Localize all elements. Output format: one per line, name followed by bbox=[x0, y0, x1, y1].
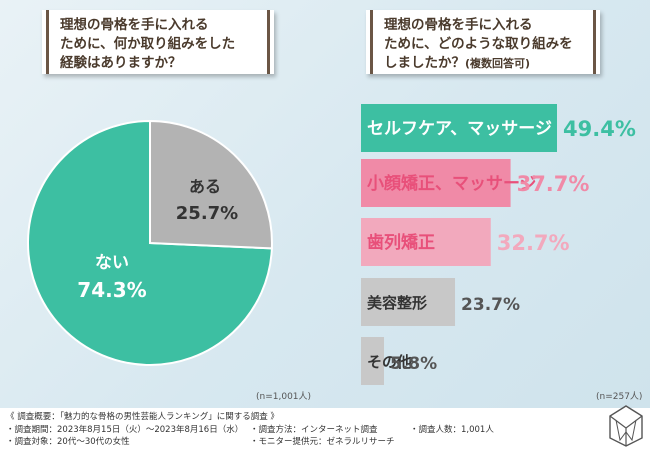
bar-3 bbox=[361, 218, 491, 266]
bar-value-2: 37.7% bbox=[517, 172, 590, 196]
bar-label-5: その他 bbox=[367, 353, 412, 371]
bar-sample-size: (n=257人) bbox=[596, 392, 643, 402]
question-left-line-3: 経験はありますか？ bbox=[60, 55, 182, 71]
pie-value-nai: 74.3% bbox=[77, 278, 146, 302]
pie-label-aru: ある bbox=[189, 177, 221, 196]
pie-value-aru: 25.7% bbox=[176, 203, 238, 224]
footer-provider: ・モニター提供元：ゼネラルリサーチ bbox=[250, 437, 395, 447]
question-right-line-3: しましたか？ bbox=[384, 55, 465, 71]
question-left-line-2: ために、何か取り組みをした bbox=[60, 36, 236, 52]
bar-2 bbox=[361, 159, 511, 207]
bar-label-2: 小顔矯正、マッサージ bbox=[367, 173, 537, 194]
bar-value-4: 23.7% bbox=[461, 295, 520, 315]
pie-chart: ない 74.3% ある 25.7% bbox=[27, 119, 273, 366]
bar-value-1: 49.4% bbox=[563, 117, 636, 141]
pie-sample-size: (n=1,001人) bbox=[256, 392, 312, 402]
question-right-line-2: ために、どのような取り組みを bbox=[384, 36, 573, 52]
bar-label-1: セルフケア、マッサージ bbox=[367, 119, 552, 139]
question-left: 理想の骨格を手に入れる ために、何か取り組みをした 経験はありますか？ bbox=[42, 10, 274, 74]
bar-1 bbox=[361, 104, 557, 152]
bar-4 bbox=[361, 278, 456, 326]
bar-value-3: 32.7% bbox=[497, 231, 570, 255]
brand-logo-icon bbox=[609, 405, 643, 447]
footer-target: ・調査対象：20代〜30代の女性 bbox=[6, 437, 130, 447]
bar-5 bbox=[361, 337, 385, 385]
question-right-note: (複数回答可) bbox=[465, 57, 531, 70]
bar-value-5: 5.8% bbox=[390, 354, 437, 374]
bar-label-4: 美容整形 bbox=[367, 294, 427, 312]
footer-summary: 《 調査概要：「魅力的な骨格の男性芸能人ランキング」に関する調査 》 bbox=[6, 412, 279, 422]
pie-slice-aru bbox=[149, 119, 273, 250]
pie-label-nai: ない bbox=[95, 253, 129, 273]
footer-count: ・調査人数：1,001人 bbox=[410, 425, 494, 435]
footer-method: ・調査方法：インターネット調査 bbox=[250, 425, 378, 435]
question-left-line-1: 理想の骨格を手に入れる bbox=[60, 17, 209, 33]
bar-label-3: 歯列矯正 bbox=[367, 232, 435, 253]
footer-period: ・調査期間：2023年8月15日（火）〜2023年8月16日（水） bbox=[6, 425, 244, 435]
question-right-line-1: 理想の骨格を手に入れる bbox=[384, 17, 533, 33]
question-right: 理想の骨格を手に入れる ために、どのような取り組みを しましたか？(複数回答可) bbox=[366, 10, 600, 74]
